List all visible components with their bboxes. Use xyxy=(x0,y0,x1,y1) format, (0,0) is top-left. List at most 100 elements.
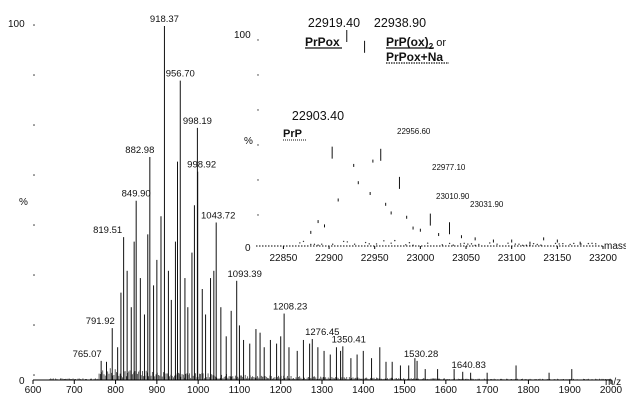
inset-peaks-group xyxy=(310,30,581,245)
inset-y-dot xyxy=(257,74,259,76)
inset-noise-dot xyxy=(573,242,575,245)
main-y-label-zero: 0 xyxy=(19,376,25,387)
inset-noise-dot xyxy=(426,242,429,244)
inset-noise-dot xyxy=(463,242,465,245)
inset-noise-dot xyxy=(514,243,517,245)
inset-y-dot xyxy=(257,144,259,146)
inset-noise-dot xyxy=(313,243,316,246)
annotation-prp-ox2-subscript: 2 xyxy=(429,42,434,51)
inset-noise-dot xyxy=(317,244,319,246)
main-x-axis-label: m/z xyxy=(605,377,621,388)
annotation-prp-ox2-suffix: or xyxy=(433,37,446,49)
inset-noise-dot xyxy=(375,243,378,245)
inset-noise-dot xyxy=(448,242,451,245)
main-peak-label: 1530.28 xyxy=(404,349,438,360)
main-peak-label: 1043.72 xyxy=(201,211,235,222)
inset-noise-dot xyxy=(518,243,520,245)
main-peak-label: 1093.39 xyxy=(228,269,262,280)
main-peak-label: 849.90 xyxy=(122,189,151,200)
main-x-tick-label: 1500 xyxy=(393,385,416,396)
inset-x-tick-label: 23000 xyxy=(406,253,434,264)
main-x-tick-label: 2000 xyxy=(600,385,623,396)
main-y-dot xyxy=(33,224,35,226)
main-peak-label: 819.51 xyxy=(93,225,122,236)
inset-y-dot xyxy=(257,39,259,41)
main-peak-label: 998.92 xyxy=(187,160,216,171)
inset-noise-dot xyxy=(353,243,356,245)
inset-noise-dot xyxy=(478,243,480,246)
main-x-tick-label: 1600 xyxy=(435,385,458,396)
inset-peak-label: 22919.40 xyxy=(308,16,360,30)
annotation-prp-ox2: PrP(ox)2 or xyxy=(386,35,446,51)
inset-noise-dot xyxy=(507,242,509,244)
inset-noise-dot xyxy=(569,243,571,246)
annotation-prpox-na: PrPox+Na xyxy=(386,50,443,64)
inset-peak-label: 22977.10 xyxy=(432,163,466,172)
main-x-tick-label: 1800 xyxy=(517,385,540,396)
main-x-tick-label: 1700 xyxy=(476,385,499,396)
main-x-tick-label: 1200 xyxy=(270,385,293,396)
main-peak-label: 1208.23 xyxy=(273,302,307,313)
inset-noise-dot xyxy=(342,240,345,243)
main-x-tick-label: 1300 xyxy=(311,385,334,396)
inset-noise-dot xyxy=(394,239,396,242)
inset-noise-dot xyxy=(496,243,498,245)
inset-x-tick-label: 22900 xyxy=(315,253,343,264)
inset-noise-dot xyxy=(591,242,593,245)
main-peak-label: 998.19 xyxy=(183,116,212,127)
main-y-dot xyxy=(33,274,35,276)
inset-noise-dot xyxy=(532,242,535,245)
inset-noise-dot xyxy=(558,243,560,245)
main-peaks-group xyxy=(100,26,573,380)
main-x-tick-label: 900 xyxy=(149,385,166,396)
inset-x-tick-label: 22950 xyxy=(361,253,389,264)
main-x-ticks: 600 700 800 900 1000 1100 1200 1300 1400 1500 1600… xyxy=(25,24,623,396)
inset-noise-dot xyxy=(489,242,491,244)
annotation-prp: PrP xyxy=(283,128,302,140)
inset-noise-dot xyxy=(405,244,407,246)
main-peak-label: 791.92 xyxy=(86,316,115,327)
inset-y-label-top: 100 xyxy=(234,30,251,41)
annotation-prpox: PrPox xyxy=(305,35,340,49)
inset-noise-dot xyxy=(310,243,312,246)
main-x-tick-label: 800 xyxy=(107,385,124,396)
main-x-tick-label: 600 xyxy=(25,385,42,396)
inset-noise-dot xyxy=(562,242,564,245)
main-peak-labels: 765.07 791.92 819.51 849.90 882.98 918.37 956.… xyxy=(73,14,486,371)
main-x-tick-label: 1000 xyxy=(187,385,210,396)
inset-noise-dot xyxy=(441,244,443,246)
main-x-tick-label: 1900 xyxy=(559,385,582,396)
main-y-label-top: 100 xyxy=(8,19,25,30)
inset-noise-dot xyxy=(383,240,385,242)
inset-noise-dot xyxy=(368,243,370,245)
inset-deconvoluted-panel: 22903.40 22919.40 22938.90 22956.60 22977.10… xyxy=(234,16,626,264)
inset-baseline-noise xyxy=(299,239,597,247)
main-x-tick-label: 700 xyxy=(66,385,83,396)
inset-peak-labels: 22903.40 22919.40 22938.90 22956.60 22977.10… xyxy=(292,16,504,209)
main-peak-label: 956.70 xyxy=(166,69,195,80)
inset-y-dot xyxy=(257,109,259,111)
inset-noise-dot xyxy=(470,243,473,245)
inset-y-label-zero: 0 xyxy=(245,243,251,254)
inset-peak-label: 22956.60 xyxy=(397,127,431,136)
inset-noise-dot xyxy=(540,244,542,246)
inset-x-tick-label: 23050 xyxy=(452,253,480,264)
inset-noise-dot xyxy=(521,244,524,247)
inset-noise-dot xyxy=(594,243,597,245)
inset-noise-dot xyxy=(452,244,454,246)
main-peak-label: 882.98 xyxy=(125,145,154,156)
inset-y-label-pct: % xyxy=(244,136,253,147)
main-y-dot xyxy=(33,324,35,326)
inset-x-axis-label: mass xyxy=(604,241,626,252)
inset-noise-dot xyxy=(467,243,469,245)
inset-noise-dot xyxy=(321,243,323,245)
inset-x-tick-label: 23100 xyxy=(498,253,526,264)
main-x-tick-label: 1400 xyxy=(352,385,375,396)
inset-peak-label: 22903.40 xyxy=(292,109,344,123)
main-peak-label: 1350.41 xyxy=(332,334,366,345)
inset-peak-label: 23010.90 xyxy=(436,192,470,201)
inset-noise-dot xyxy=(346,241,349,243)
inset-noise-dot xyxy=(536,243,538,246)
inset-peak-label: 22938.90 xyxy=(374,16,426,30)
